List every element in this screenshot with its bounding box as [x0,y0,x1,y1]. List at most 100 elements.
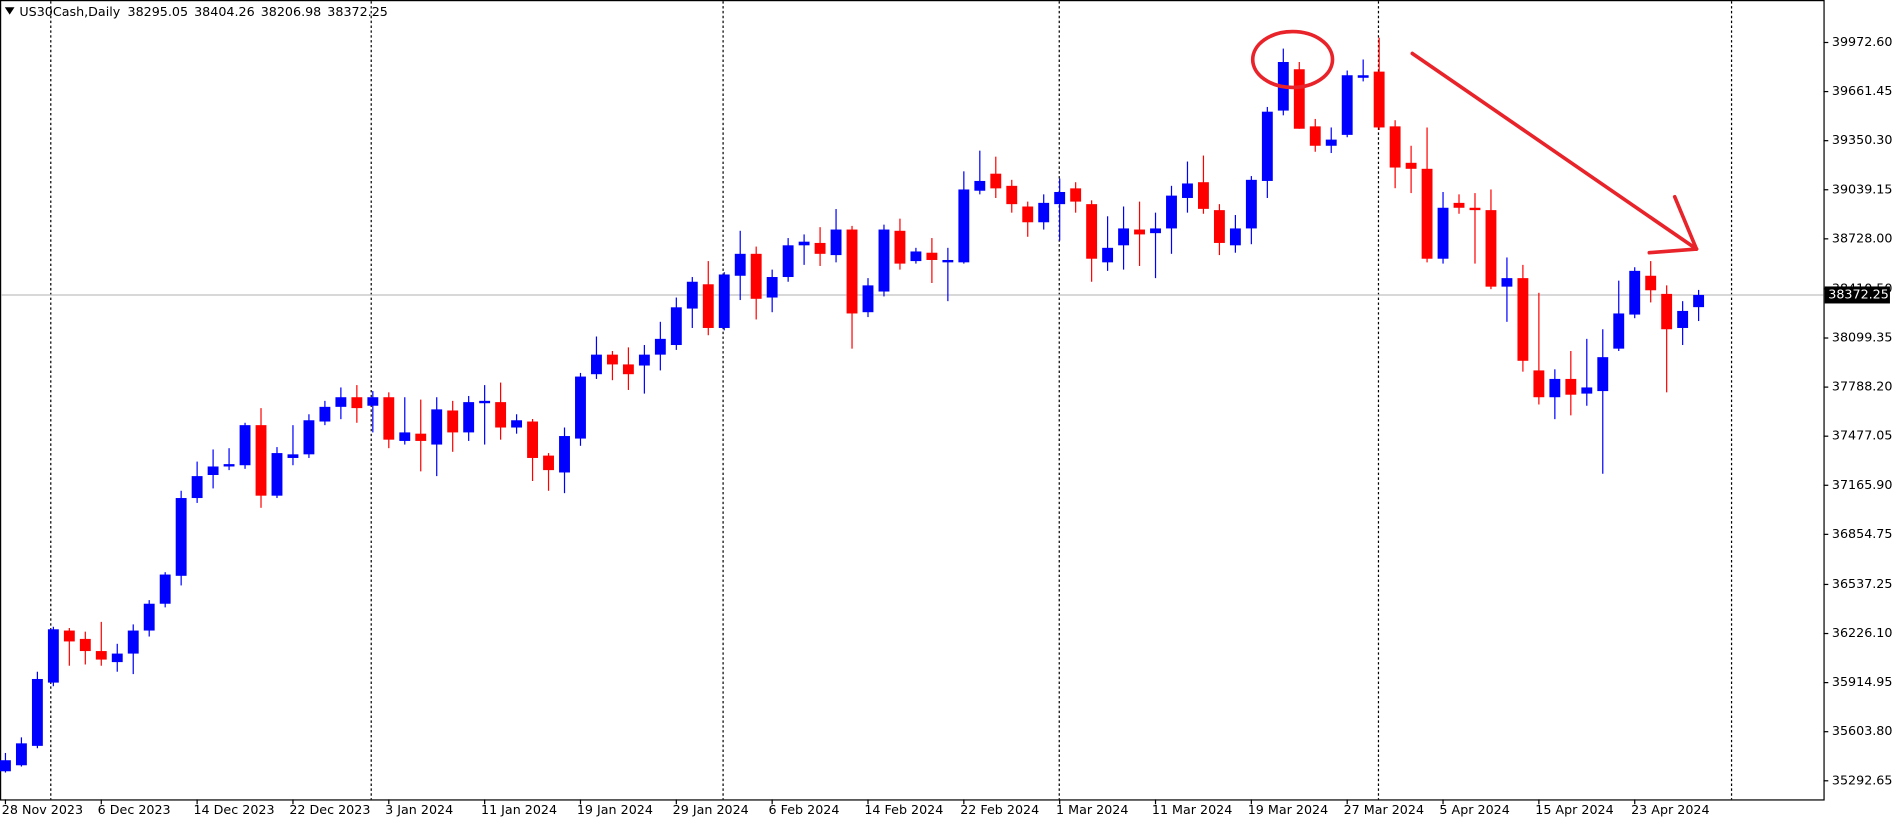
y-tick-label: 38099.35 [1832,329,1893,344]
x-tick-label: 3 Jan 2024 [385,802,453,817]
candle-body [798,241,810,246]
current-price-label: 38372.25 [1828,286,1889,301]
candle-body [974,180,986,191]
y-tick-label: 39350.30 [1832,132,1893,147]
candle-body [1293,69,1305,129]
candle-body [1245,179,1257,229]
y-tick-label: 36226.10 [1832,625,1893,640]
candle-body [1565,378,1577,395]
candle-body [926,252,938,260]
candle-body [1134,229,1145,235]
candle-body [910,251,922,262]
highlight-circle [1250,29,1335,90]
candle-body [1469,207,1481,211]
header-high: 38404.26 [194,4,255,19]
y-tick-label: 35292.65 [1832,772,1893,787]
y-tick-label: 36854.75 [1832,526,1893,541]
candle-body [1549,378,1561,398]
candle-body [143,603,155,631]
candle-body [47,629,59,683]
candle-body [1086,204,1098,259]
candle-body [1166,195,1177,229]
candle-body [1102,247,1114,263]
candle-body [782,245,794,278]
candle-body [846,229,858,314]
x-tick-label: 19 Jan 2024 [577,802,653,817]
candle-body [479,400,491,404]
candle-body [830,229,842,256]
candle-body [1038,202,1050,223]
candle-body [527,421,539,458]
x-tick-label: 15 Apr 2024 [1535,802,1613,817]
candle-body [1437,207,1449,259]
x-tick-label: 11 Mar 2024 [1152,802,1232,817]
candle-body [1150,228,1161,234]
candle-body [95,651,107,660]
plot-frame [0,0,1825,801]
candle-body [383,397,395,440]
candle-body [255,425,267,496]
candle-body [1357,75,1369,78]
candle-body [1645,275,1657,291]
candle-body [367,397,379,406]
x-tick-label: 27 Mar 2024 [1344,802,1424,817]
candle-body [1597,357,1609,392]
candle-body [447,410,459,433]
candle-body [415,433,427,441]
candle-body [990,173,1002,189]
candle-body [1389,126,1401,168]
header-icon [4,7,15,15]
y-tick-label: 37165.90 [1832,477,1893,492]
candle-body [1677,310,1689,328]
candle-body [702,284,714,328]
x-tick-label: 1 Mar 2024 [1056,802,1128,817]
x-tick-label: 22 Dec 2023 [289,802,370,817]
candle-body [431,409,443,445]
candle-body [543,455,554,471]
x-tick-label: 6 Dec 2023 [98,802,171,817]
candle-body [1421,168,1433,259]
candle-body [1485,210,1497,287]
candle-body [191,476,203,499]
candle-body [1693,294,1705,308]
trend-arrow [1410,51,1699,255]
candle-body [31,678,43,746]
candle-body [1213,210,1225,243]
candle-body [1453,202,1465,208]
candle-body [159,574,171,604]
candle-body [1341,75,1353,135]
candle-body [958,189,970,263]
candle-body [670,307,682,346]
candle-body [814,242,826,254]
x-tick-label: 22 Feb 2024 [960,802,1039,817]
candle-body [686,281,698,309]
x-tick-label: 19 Mar 2024 [1248,802,1328,817]
candle-body [1070,188,1082,202]
candle-body [606,354,618,365]
candle-body [750,253,762,299]
candle-body [1325,139,1337,146]
y-tick-label: 35603.80 [1832,723,1893,738]
y-tick-label: 35914.95 [1832,674,1893,689]
plot-area [0,37,1824,773]
candle-body [303,420,315,455]
candle-body [1022,206,1034,223]
candle-body [1182,183,1193,198]
candle-body [559,436,570,473]
x-tick-label: 29 Jan 2024 [673,802,749,817]
candle-body [862,285,874,313]
candle-body [239,425,251,466]
x-tick-label: 28 Nov 2023 [2,802,83,817]
y-tick-label: 37788.20 [1832,379,1893,394]
arrow-shaft [1410,51,1699,251]
header-open: 38295.05 [128,4,189,19]
chart-header: US30Cash,Daily 38295.05 38404.26 38206.98 38… [19,4,387,19]
x-tick-label: 23 Apr 2024 [1631,802,1709,817]
x-tick-label: 6 Feb 2024 [769,802,840,817]
candle-body [271,453,283,496]
candle-body [1661,293,1673,330]
candle-body [0,760,11,772]
candle-body [399,432,411,441]
